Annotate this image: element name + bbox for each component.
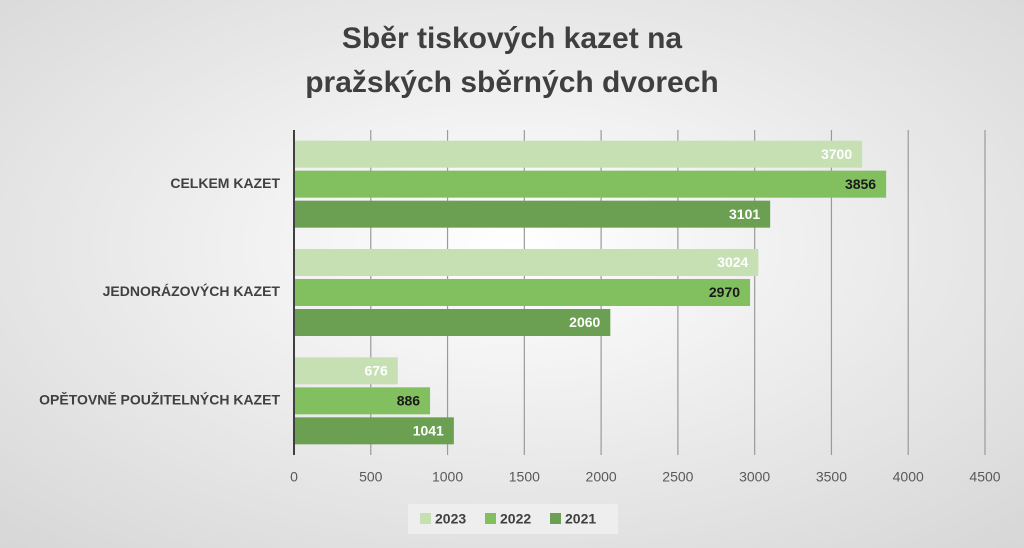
value-label: 3856 <box>845 176 876 192</box>
chart-title: Sběr tiskových kazet na <box>342 22 682 55</box>
legend-label: 2021 <box>565 511 596 527</box>
bar <box>294 387 431 415</box>
legend-box <box>408 504 618 534</box>
x-tick-label: 1000 <box>432 469 463 485</box>
legend-swatch <box>550 513 561 524</box>
bar <box>294 309 611 336</box>
legend-label: 2022 <box>500 511 531 527</box>
category-label: OPĚTOVNĚ POUŽITELNÝCH KAZET <box>39 391 280 408</box>
x-tick-label: 3000 <box>739 469 770 485</box>
value-label: 886 <box>397 393 421 409</box>
bar <box>294 170 887 198</box>
category-label: JEDNORÁZOVÝCH KAZET <box>103 282 281 299</box>
value-label: 1041 <box>413 423 444 439</box>
legend-swatch <box>420 513 431 524</box>
bar <box>294 279 751 306</box>
x-tick-label: 500 <box>359 469 383 485</box>
value-label: 3101 <box>729 206 760 222</box>
x-tick-label: 4000 <box>893 469 924 485</box>
chart-title: pražských sběrných dvorech <box>305 66 719 99</box>
x-tick-label: 4500 <box>969 469 1000 485</box>
x-tick-label: 1500 <box>509 469 540 485</box>
value-label: 2060 <box>569 314 600 330</box>
value-label: 3700 <box>821 146 852 162</box>
bar <box>294 417 454 445</box>
x-tick-label: 0 <box>290 469 298 485</box>
x-tick-label: 2500 <box>662 469 693 485</box>
value-label: 2970 <box>709 284 740 300</box>
bar <box>294 357 398 385</box>
bar <box>294 200 771 228</box>
value-label: 3024 <box>717 254 748 270</box>
bar <box>294 249 759 276</box>
category-label: CELKEM KAZET <box>170 175 280 191</box>
x-tick-label: 3500 <box>816 469 847 485</box>
x-tick-label: 2000 <box>586 469 617 485</box>
legend-swatch <box>485 513 496 524</box>
bar <box>294 140 863 168</box>
value-label: 676 <box>364 363 388 379</box>
legend-label: 2023 <box>435 511 466 527</box>
